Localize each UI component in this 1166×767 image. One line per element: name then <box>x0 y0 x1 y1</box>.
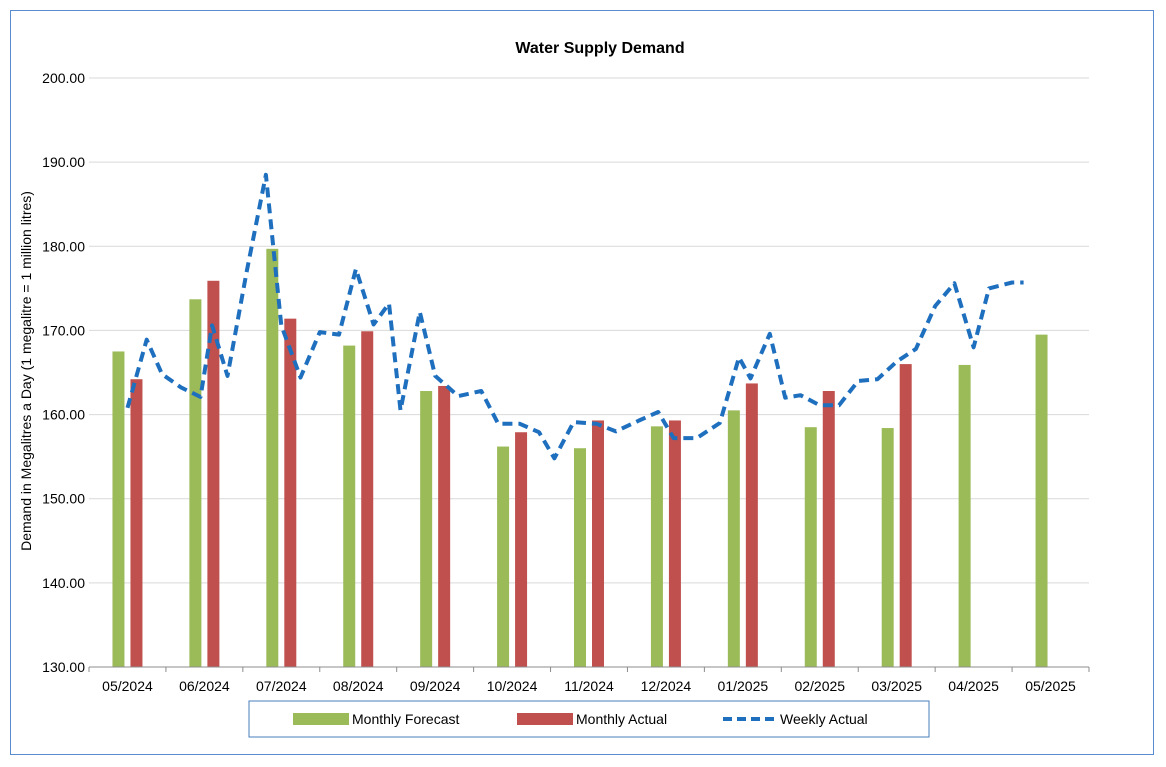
bar-monthly-actual <box>592 420 604 667</box>
legend-box <box>248 700 930 738</box>
x-tick-labels: 05/2024 06/2024 07/2024 08/2024 09/2024 10/20… <box>102 678 1076 694</box>
bar-monthly-actual <box>284 318 297 667</box>
bar-monthly-actual <box>207 280 220 667</box>
x-tick-label: 12/2024 <box>641 678 692 694</box>
bar-monthly-forecast <box>881 428 894 667</box>
y-tick-label: 140.00 <box>42 575 85 591</box>
bar-monthly-actual <box>515 432 528 667</box>
x-tick-label: 10/2024 <box>487 678 538 694</box>
bar-monthly-forecast <box>112 351 125 667</box>
y-tick-label: 170.00 <box>42 322 85 338</box>
bar-monthly-forecast <box>266 248 279 667</box>
y-tick-label: 190.00 <box>42 154 85 170</box>
legend: Monthly Forecast Monthly Actual Weekly A… <box>248 700 930 738</box>
bar-monthly-forecast <box>958 364 971 667</box>
bar-monthly-forecast <box>727 410 740 667</box>
chart-frame: Water Supply Demand 130.00 140.00 150.00 16… <box>10 10 1154 755</box>
bars <box>112 248 1048 667</box>
y-tick-label: 150.00 <box>42 491 85 507</box>
y-tick-label: 180.00 <box>42 238 85 254</box>
x-tick-label: 07/2024 <box>256 678 307 694</box>
x-tick-label: 11/2024 <box>564 678 614 694</box>
bar-monthly-forecast <box>804 427 817 667</box>
series-line-weekly-actual <box>125 172 1024 461</box>
bar-monthly-forecast <box>189 299 202 667</box>
bar-monthly-actual <box>899 364 912 667</box>
x-tick-label: 01/2025 <box>718 678 769 694</box>
x-tick-label: 02/2025 <box>794 678 845 694</box>
x-tick-label: 05/2025 <box>1025 678 1076 694</box>
x-tick-label: 05/2024 <box>102 678 153 694</box>
bar-monthly-forecast <box>420 391 433 667</box>
x-tick-label: 08/2024 <box>333 678 384 694</box>
x-tick-label: 03/2025 <box>871 678 922 694</box>
gridlines <box>89 77 1089 584</box>
y-tick-label: 200.00 <box>42 70 85 86</box>
y-axis-label: Demand in Megalitres a Day (1 megalitre … <box>18 191 34 551</box>
bar-monthly-actual <box>130 379 143 667</box>
x-tick-label: 04/2025 <box>948 678 999 694</box>
legend-swatch-monthly-actual <box>517 713 573 725</box>
bar-monthly-actual <box>361 331 374 667</box>
x-tick-label: 06/2024 <box>179 678 230 694</box>
chart-title: Water Supply Demand <box>515 40 684 57</box>
bar-monthly-actual <box>668 420 681 667</box>
bar-monthly-forecast <box>497 446 510 667</box>
x-tick-label: 09/2024 <box>410 678 461 694</box>
legend-swatch-monthly-forecast <box>293 713 349 725</box>
legend-label-monthly-forecast: Monthly Forecast <box>352 711 459 727</box>
bar-monthly-forecast <box>650 426 663 667</box>
bar-monthly-actual <box>438 385 451 667</box>
y-tick-label: 160.00 <box>42 407 85 423</box>
bar-monthly-forecast <box>343 345 356 667</box>
bar-monthly-actual <box>745 383 758 667</box>
bar-monthly-forecast <box>1035 334 1048 667</box>
x-axis <box>88 666 1090 672</box>
legend-label-monthly-actual: Monthly Actual <box>576 711 667 727</box>
chart-svg: Water Supply Demand 130.00 140.00 150.00 16… <box>18 40 1090 738</box>
legend-label-weekly-actual: Weekly Actual <box>780 711 868 727</box>
bar-monthly-forecast <box>574 448 586 667</box>
weekly-line <box>125 172 1024 461</box>
y-tick-label: 130.00 <box>42 659 85 675</box>
y-tick-labels: 130.00 140.00 150.00 160.00 170.00 180.00 190.… <box>42 70 85 675</box>
bar-monthly-actual <box>822 391 835 667</box>
